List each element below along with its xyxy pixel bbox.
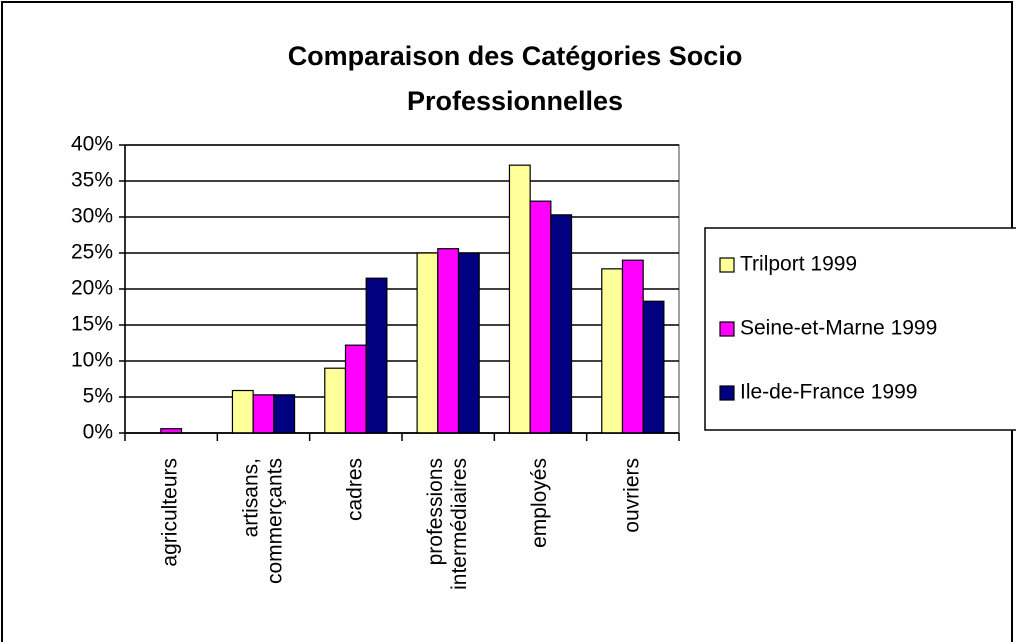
y-tick-label: 30% [71, 205, 113, 228]
bar [324, 367, 347, 434]
chart-title: Comparaison des Catégories Socio [288, 41, 743, 71]
bar [273, 394, 296, 434]
x-tick-label: ouvriers [620, 458, 643, 533]
y-tick-label: 5% [83, 385, 113, 408]
legend-swatch [719, 257, 735, 273]
bar [508, 164, 531, 434]
bar [252, 394, 275, 434]
x-tick-label: artisans,commerçants [239, 458, 286, 584]
bar [365, 277, 388, 434]
bar [601, 268, 624, 434]
legend-label: Seine-et-Marne 1999 [740, 317, 937, 340]
y-tick-label: 10% [71, 349, 113, 372]
bar [457, 252, 480, 434]
bar [642, 300, 665, 434]
y-tick-label: 40% [71, 133, 113, 156]
bar [416, 252, 439, 434]
legend-label: Ile-de-France 1999 [740, 381, 917, 404]
x-tick-label: cadres [343, 458, 366, 521]
legend-swatch [719, 385, 735, 401]
x-tick-label: employés [528, 458, 551, 548]
y-tick-label: 25% [71, 241, 113, 264]
x-tick-label: agriculteurs [159, 458, 182, 567]
bar [621, 259, 644, 434]
bar [529, 200, 552, 434]
y-tick-label: 35% [71, 169, 113, 192]
legend-swatch [719, 321, 735, 337]
bar [550, 214, 573, 434]
legend [704, 227, 1016, 431]
bar [231, 389, 254, 434]
y-tick-label: 0% [83, 421, 113, 444]
chart-title: Professionnelles [407, 86, 623, 116]
x-tick-label: professionsintermédiaires [424, 458, 471, 590]
legend-label: Trilport 1999 [740, 253, 857, 276]
y-tick-label: 20% [71, 277, 113, 300]
bar [437, 248, 460, 434]
bar [344, 344, 367, 434]
y-tick-label: 15% [71, 313, 113, 336]
